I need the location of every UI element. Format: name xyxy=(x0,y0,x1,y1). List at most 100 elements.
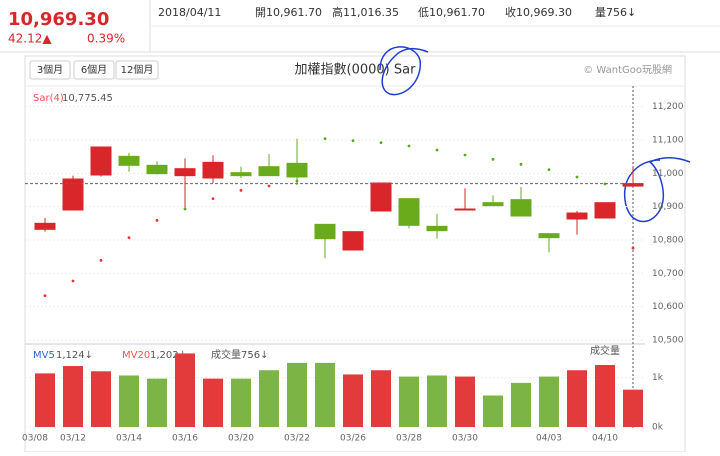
volume-bar xyxy=(91,371,111,427)
sar-dot xyxy=(127,236,131,240)
candle-body xyxy=(146,164,168,175)
x-tick-label: 03/16 xyxy=(172,434,198,444)
ink-annotation xyxy=(379,46,429,96)
volume-label: 成交量756↓ xyxy=(211,348,268,361)
high: 高11,016.35 xyxy=(332,5,399,19)
volume-bar xyxy=(175,353,195,427)
x-tick-label: 03/26 xyxy=(340,434,366,444)
volume-bar xyxy=(63,366,83,427)
volume-bar xyxy=(259,370,279,427)
low: 低10,961.70 xyxy=(418,6,485,19)
range-button[interactable] xyxy=(115,60,159,80)
volume-bar xyxy=(343,374,363,427)
volume-bar xyxy=(539,376,559,427)
y-tick-label: 11,000 xyxy=(652,169,684,179)
candle-body xyxy=(314,223,336,240)
mv5-value: 1,124↓ xyxy=(56,350,93,361)
candle-body xyxy=(258,166,280,177)
sar-dot xyxy=(295,179,299,183)
ink-annotation xyxy=(624,157,691,223)
y-tick-label: 10,800 xyxy=(652,236,684,246)
sar-label: Sar(4) xyxy=(33,93,64,104)
x-tick-label: 04/03 xyxy=(536,434,562,444)
volume-bar xyxy=(315,362,335,427)
sar-dot xyxy=(519,162,523,166)
candle-body xyxy=(538,233,560,239)
candle-body xyxy=(90,146,112,176)
mv20-value: 1,202↓ xyxy=(150,350,187,361)
sar-dot xyxy=(211,197,215,201)
volume-bar xyxy=(203,378,223,427)
sar-dot xyxy=(43,294,47,298)
volume-bar xyxy=(287,362,307,427)
sar-dot xyxy=(351,139,355,143)
sar-dot xyxy=(379,141,383,145)
volume-bar xyxy=(35,373,55,427)
volume-bar xyxy=(231,378,251,427)
x-tick-label: 03/28 xyxy=(396,434,422,444)
y-tick-label: 10,700 xyxy=(652,269,684,279)
chart-title: 加權指數(0000) Sar xyxy=(295,63,417,78)
credit: © WantGoo玩股網 xyxy=(583,63,672,76)
candle-body xyxy=(62,178,84,211)
y-tick-label: 10,600 xyxy=(652,302,684,312)
volume-axis-title: 成交量 xyxy=(590,344,620,357)
candle-body xyxy=(34,222,56,230)
sar-dot xyxy=(463,153,467,157)
volume-bar xyxy=(595,364,615,427)
sar-dot xyxy=(631,246,635,250)
sar-dot xyxy=(239,188,243,192)
close: 收10,969.30 xyxy=(505,5,572,19)
price: 10,969.30 xyxy=(8,9,109,30)
change-pct: 0.39% xyxy=(87,32,125,46)
range-button-label[interactable]: 12個月 xyxy=(121,63,154,76)
sar-value: 10,775.45 xyxy=(62,93,113,104)
volume-bar xyxy=(147,378,167,427)
x-tick-label: 03/30 xyxy=(452,434,478,444)
volume-bar xyxy=(455,376,475,427)
candle-body xyxy=(398,198,420,226)
x-tick-label: 04/10 xyxy=(592,434,618,444)
volume-bar xyxy=(483,395,503,427)
y-tick-label: 1k xyxy=(652,373,664,383)
x-tick-label: 03/20 xyxy=(228,434,254,444)
sar-dot xyxy=(491,157,495,161)
sar-dot xyxy=(155,218,159,222)
sar-dot xyxy=(547,168,551,172)
sar-dot xyxy=(71,279,75,283)
range-button-label[interactable]: 3個月 xyxy=(37,63,63,76)
y-tick-label: 11,100 xyxy=(652,136,684,146)
candle-body xyxy=(370,182,392,212)
sar-dot xyxy=(575,175,579,179)
open: 開10,961.70 xyxy=(255,6,322,19)
y-tick-label: 0k xyxy=(652,423,664,433)
x-tick-label: 03/08 xyxy=(22,434,48,444)
volume-bar xyxy=(623,389,643,427)
sar-dot xyxy=(183,207,187,211)
candle-body xyxy=(342,231,364,251)
sar-dot xyxy=(323,137,327,141)
candle-body xyxy=(230,172,252,177)
change: 42.12▲ xyxy=(8,32,52,46)
sar-dot xyxy=(267,184,271,188)
mv20-label: MV20 xyxy=(122,350,150,361)
y-tick-label: 10,500 xyxy=(652,336,684,346)
candle-body xyxy=(566,212,588,220)
x-tick-label: 03/14 xyxy=(116,434,142,444)
candle-body xyxy=(202,161,224,179)
y-tick-label: 11,200 xyxy=(652,102,684,112)
candle-body xyxy=(482,202,504,207)
range-button[interactable] xyxy=(29,60,71,80)
volume-bar xyxy=(119,375,139,427)
sar-dot xyxy=(435,148,439,152)
candle-body xyxy=(174,168,196,177)
date: 2018/04/11 xyxy=(158,6,221,19)
y-tick-label: 10,900 xyxy=(652,202,684,212)
candle-body xyxy=(286,162,308,178)
sar-dot xyxy=(99,258,103,262)
candle-body xyxy=(594,202,616,219)
x-tick-label: 03/22 xyxy=(284,434,310,444)
range-button-label[interactable]: 6個月 xyxy=(81,63,107,76)
range-button[interactable] xyxy=(73,60,115,80)
